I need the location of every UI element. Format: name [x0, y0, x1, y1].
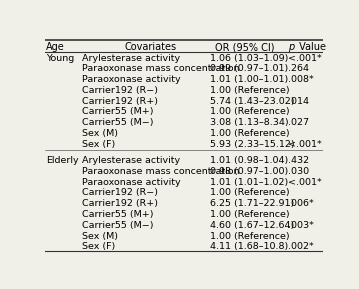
- Text: Arylesterase activity: Arylesterase activity: [83, 156, 181, 165]
- Text: Sex (F): Sex (F): [83, 140, 116, 149]
- Text: Sex (M): Sex (M): [83, 231, 118, 240]
- Text: Young: Young: [46, 53, 75, 62]
- Text: 1.01 (1.01–1.02): 1.01 (1.01–1.02): [210, 178, 289, 187]
- Text: Paraoxonase mass concentration: Paraoxonase mass concentration: [83, 64, 240, 73]
- Text: Paraoxonase activity: Paraoxonase activity: [83, 178, 181, 187]
- Text: 0.98 (0.97–1.00): 0.98 (0.97–1.00): [210, 167, 289, 176]
- Text: Paraoxonase activity: Paraoxonase activity: [83, 75, 181, 84]
- Text: Carrier192 (R−): Carrier192 (R−): [83, 86, 158, 95]
- Text: 1.01 (1.00–1.01): 1.01 (1.00–1.01): [210, 75, 289, 84]
- Text: 4.11 (1.68–10.8): 4.11 (1.68–10.8): [210, 242, 289, 251]
- Text: Sex (F): Sex (F): [83, 242, 116, 251]
- Text: .002*: .002*: [288, 242, 314, 251]
- Text: 0.99 (0.97–1.01): 0.99 (0.97–1.01): [210, 64, 289, 73]
- Text: Carrier55 (M−): Carrier55 (M−): [83, 221, 154, 230]
- Text: .008*: .008*: [288, 75, 314, 84]
- Text: Carrier192 (R−): Carrier192 (R−): [83, 188, 158, 197]
- Text: 5.74 (1.43–23.02): 5.74 (1.43–23.02): [210, 97, 295, 106]
- Text: Elderly: Elderly: [46, 156, 79, 165]
- Text: Carrier192 (R+): Carrier192 (R+): [83, 97, 158, 106]
- Text: Covariates: Covariates: [125, 42, 177, 52]
- Text: Paraoxonase mass concentration: Paraoxonase mass concentration: [83, 167, 240, 176]
- Text: 1.01 (0.98–1.04): 1.01 (0.98–1.04): [210, 156, 289, 165]
- Text: 1.00 (Reference): 1.00 (Reference): [210, 210, 290, 219]
- Text: Carrier55 (M+): Carrier55 (M+): [83, 210, 154, 219]
- Text: Carrier55 (M+): Carrier55 (M+): [83, 108, 154, 116]
- Text: 1.06 (1.03–1.09): 1.06 (1.03–1.09): [210, 53, 289, 62]
- Text: Arylesterase activity: Arylesterase activity: [83, 53, 181, 62]
- Text: .264: .264: [288, 64, 309, 73]
- Text: 1.00 (Reference): 1.00 (Reference): [210, 231, 290, 240]
- Text: Age: Age: [46, 42, 65, 52]
- Text: <.001*: <.001*: [288, 178, 322, 187]
- Text: 3.08 (1.13–8.34): 3.08 (1.13–8.34): [210, 118, 289, 127]
- Text: 4.60 (1.67–12.64): 4.60 (1.67–12.64): [210, 221, 295, 230]
- Text: .006*: .006*: [288, 199, 314, 208]
- Text: .003*: .003*: [288, 221, 314, 230]
- Text: .027: .027: [288, 118, 309, 127]
- Text: p: p: [288, 42, 295, 52]
- Text: 1.00 (Reference): 1.00 (Reference): [210, 129, 290, 138]
- Text: <.001*: <.001*: [288, 140, 322, 149]
- Text: Sex (M): Sex (M): [83, 129, 118, 138]
- Text: 1.00 (Reference): 1.00 (Reference): [210, 86, 290, 95]
- Text: 1.00 (Reference): 1.00 (Reference): [210, 108, 290, 116]
- Text: .030: .030: [288, 167, 309, 176]
- Text: Carrier55 (M−): Carrier55 (M−): [83, 118, 154, 127]
- Text: OR (95% CI): OR (95% CI): [215, 42, 275, 52]
- Text: .014: .014: [288, 97, 309, 106]
- Text: Carrier192 (R+): Carrier192 (R+): [83, 199, 158, 208]
- Text: .432: .432: [288, 156, 309, 165]
- Text: 1.00 (Reference): 1.00 (Reference): [210, 188, 290, 197]
- Text: <.001*: <.001*: [288, 53, 322, 62]
- Text: Value: Value: [296, 42, 326, 52]
- Text: 5.93 (2.33–15.12): 5.93 (2.33–15.12): [210, 140, 295, 149]
- Text: 6.25 (1.71–22.91): 6.25 (1.71–22.91): [210, 199, 295, 208]
